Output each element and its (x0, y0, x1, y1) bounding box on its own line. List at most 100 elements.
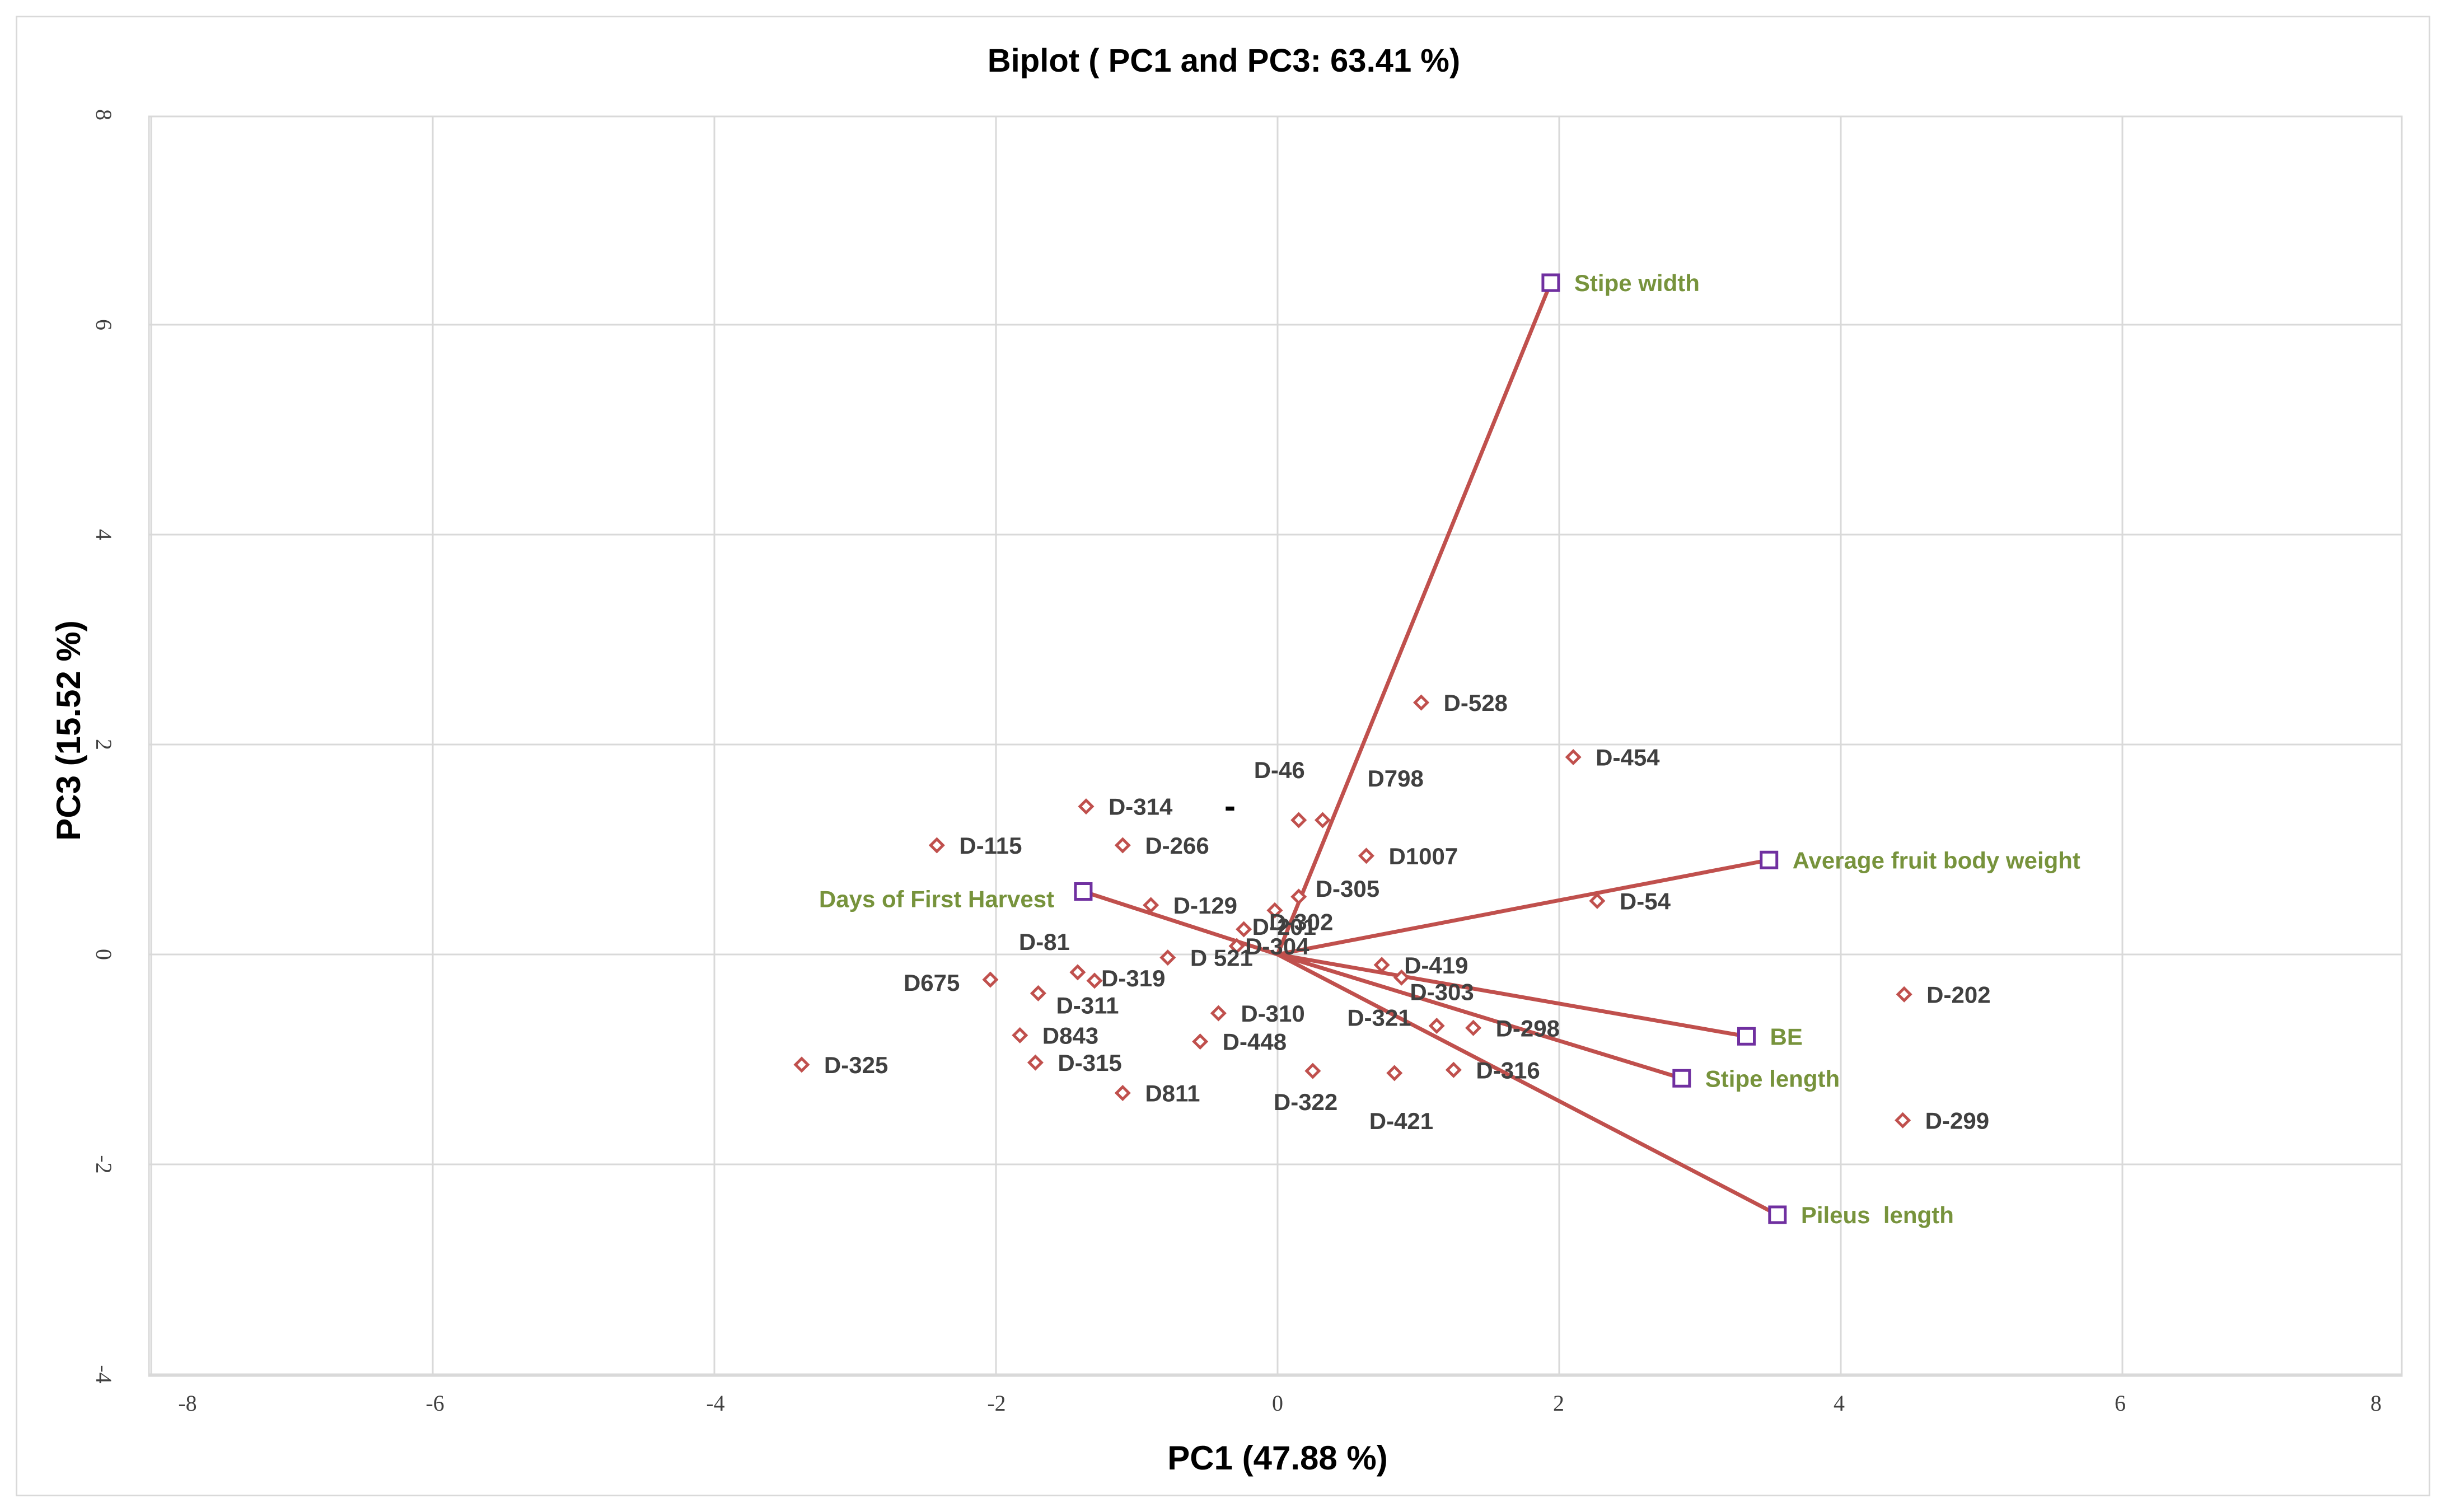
variable-marker (1074, 882, 1093, 901)
observation-label: D-46 (1254, 757, 1305, 783)
observation-label: D843 (1042, 1022, 1098, 1048)
observation-label: D-316 (1476, 1057, 1540, 1083)
observation-point (1210, 1005, 1227, 1022)
loading-vector (1275, 952, 1684, 1080)
observation-point (1304, 1062, 1321, 1079)
observation-label: D-305 (1316, 876, 1379, 902)
observation-point (1114, 1084, 1131, 1102)
loading-vector (1275, 952, 1780, 1217)
y-tick-label: 2 (91, 739, 116, 750)
variable-label: Stipe length (1705, 1065, 1840, 1092)
plot-area-border (148, 115, 2403, 1377)
observation-point (1589, 892, 1606, 909)
observation-point (1114, 837, 1131, 854)
stray-mark: - (1224, 787, 1236, 825)
observation-point (1445, 1061, 1462, 1078)
x-tick-label: -2 (987, 1391, 1005, 1416)
x-tick-label: -6 (425, 1391, 444, 1416)
observation-point (1465, 1019, 1482, 1036)
observation-label: D-310 (1241, 1000, 1304, 1027)
observation-label: D-325 (824, 1052, 888, 1078)
observation-point (1030, 985, 1046, 1001)
observation-label: D-419 (1404, 952, 1468, 979)
observation-label: D 521 (1190, 945, 1253, 971)
observation-label: D-298 (1496, 1015, 1560, 1041)
loading-vector (1275, 858, 1771, 957)
variable-label: Average fruit body weight (1793, 847, 2080, 873)
observation-label: D-528 (1444, 690, 1508, 716)
x-tick-label: 2 (1553, 1391, 1564, 1416)
observation-label: D-448 (1223, 1029, 1287, 1055)
observation-label: D-314 (1109, 794, 1173, 820)
observation-point (1069, 964, 1086, 981)
loading-vector (1275, 280, 1553, 957)
observations: D-528 D-454 D-46 D798 D-314 D-115 D-266 D1007 D-… (793, 690, 1991, 1134)
chart-frame (16, 16, 2430, 1496)
observation-label: D-315 (1058, 1050, 1121, 1076)
observation-point (1266, 902, 1283, 919)
observation-point (1565, 748, 1582, 766)
loading-vector (1275, 952, 1748, 1038)
observation-label: D-202 (1926, 981, 1990, 1008)
loading-vectors (1081, 280, 1780, 1217)
observation-point (1012, 1027, 1028, 1043)
observation-point (928, 837, 945, 854)
observation-point (982, 971, 999, 988)
observation-label: D-321 (1347, 1005, 1411, 1031)
y-axis-title: PC3 (15.52 %) (50, 620, 87, 841)
observation-point (1290, 812, 1307, 828)
y-tick-label: 6 (91, 319, 116, 330)
variable-label: Stipe width (1574, 270, 1700, 296)
y-tick-label: -4 (91, 1365, 116, 1383)
grid (148, 115, 2403, 1377)
observation-point (1386, 1065, 1403, 1082)
observation-point (1078, 798, 1095, 815)
variables: Stipe width Average fruit body weight Days… (819, 270, 2080, 1228)
observation-label: D-303 (1410, 979, 1474, 1005)
y-tick-label: 4 (91, 529, 116, 540)
observation-point (1236, 921, 1252, 938)
x-tick-label: 4 (1834, 1391, 1845, 1416)
observation-label: D-304 (1245, 933, 1309, 959)
axis-ticks: -8 -6 -4 -2 0 2 4 6 8 -4 -2 0 2 4 6 8 (91, 109, 2382, 1416)
variable-label: Pileus length (1801, 1202, 1954, 1228)
observation-point (1027, 1054, 1044, 1071)
observation-label: D-54 (1620, 888, 1671, 914)
variable-marker (1768, 1205, 1787, 1224)
variable-marker (1760, 850, 1779, 869)
observation-label: D675 (904, 970, 960, 996)
x-axis-title: PC1 (47.88 %) (1167, 1439, 1388, 1477)
observation-point (1159, 949, 1176, 966)
observation-point (1086, 972, 1103, 989)
y-tick-label: -2 (91, 1155, 116, 1173)
observation-point (1228, 938, 1245, 954)
y-tick-label: 0 (91, 949, 116, 960)
observation-label: D-322 (1274, 1089, 1337, 1115)
x-tick-label: -4 (706, 1391, 724, 1416)
observation-point (1290, 888, 1307, 905)
observation-label: D-299 (1925, 1107, 1989, 1134)
loading-vector (1081, 890, 1280, 957)
observation-point (1896, 986, 1912, 1003)
observation-label: D-302 (1269, 909, 1333, 935)
observation-label: D798 (1367, 765, 1423, 792)
observation-label: D-454 (1596, 745, 1660, 771)
variable-label: Days of First Harvest (819, 886, 1054, 912)
observation-point (1393, 969, 1410, 986)
observation-point (1358, 848, 1374, 864)
observation-label: D-129 (1173, 892, 1237, 919)
variable-marker (1737, 1027, 1756, 1046)
observation-label: D-201 (1252, 914, 1316, 940)
chart-title: Biplot ( PC1 and PC3: 63.41 %) (988, 43, 1460, 79)
x-tick-label: 8 (2370, 1391, 2382, 1416)
observation-point (1143, 897, 1159, 914)
observation-label: D-421 (1369, 1108, 1433, 1134)
observation-label: D-266 (1145, 832, 1209, 859)
observation-point (793, 1056, 810, 1073)
y-tick-label: 8 (91, 109, 116, 120)
x-tick-label: 0 (1272, 1391, 1283, 1416)
observation-label: D-319 (1101, 965, 1165, 991)
observation-point (1895, 1112, 1911, 1129)
variable-marker (1672, 1069, 1691, 1088)
